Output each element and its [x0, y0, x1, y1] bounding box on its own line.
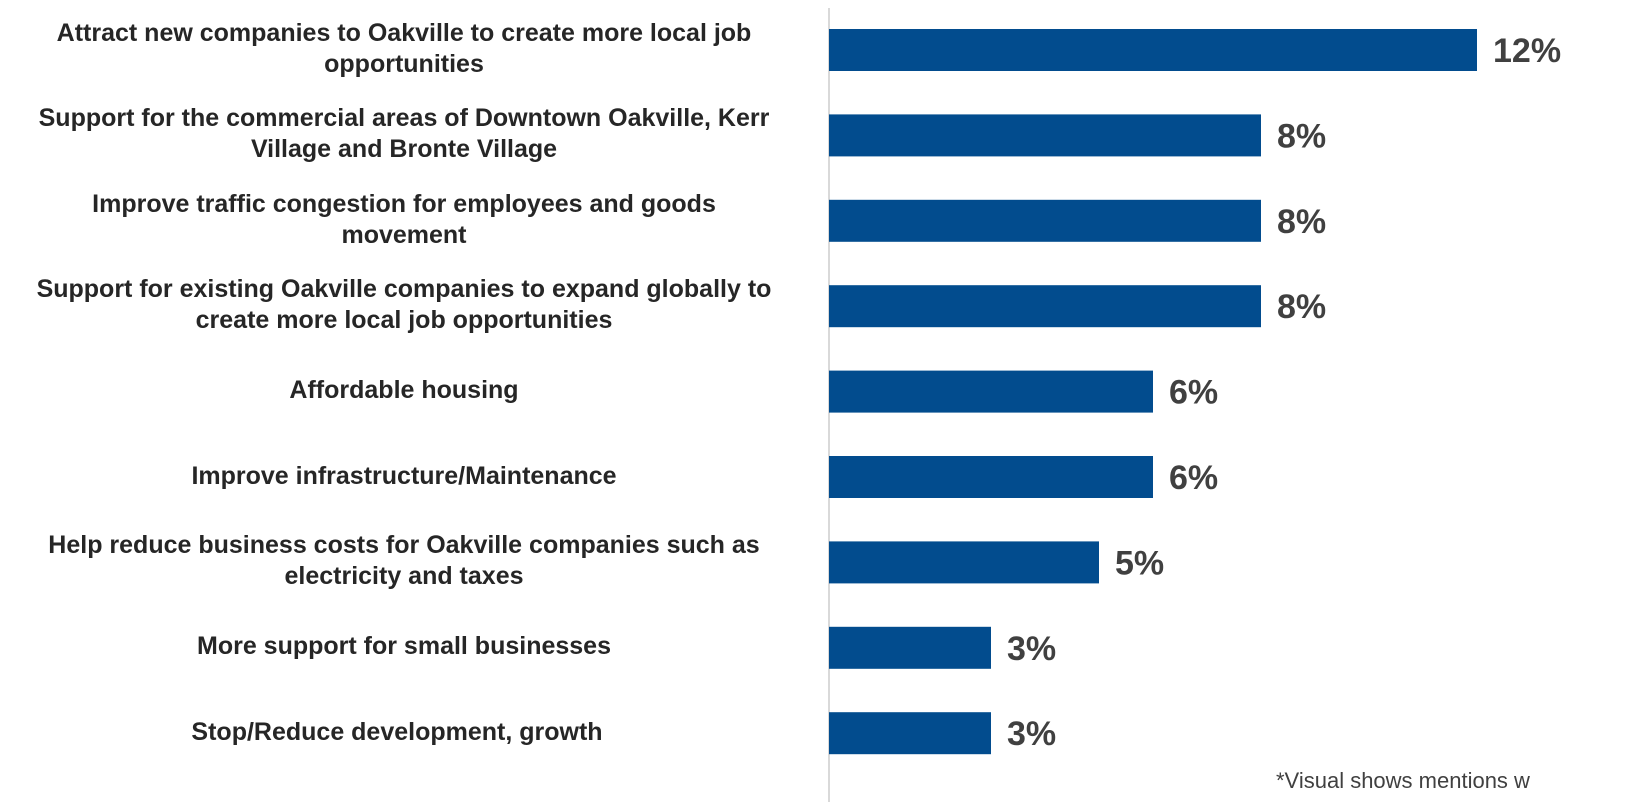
bar-1 — [829, 114, 1261, 157]
bar-0 — [829, 29, 1477, 71]
category-label-7: More support for small businesses — [197, 632, 611, 661]
category-label-0: Attract new companies to Oakville to cre… — [56, 19, 752, 78]
value-label-6: 5% — [1115, 544, 1164, 582]
category-label-5: Improve infrastructure/Maintenance — [191, 461, 617, 490]
value-label-4: 6% — [1169, 374, 1218, 412]
category-label-1: Support for the commercial areas of Down… — [38, 104, 770, 164]
bar-2 — [829, 199, 1261, 242]
category-label-2: Improve traffic congestion for employees… — [92, 189, 716, 249]
value-label-1: 8% — [1277, 117, 1326, 155]
bar-5 — [829, 456, 1153, 498]
category-label-4: Affordable housing — [289, 376, 519, 405]
value-label-5: 6% — [1169, 459, 1218, 497]
value-label-3: 8% — [1277, 288, 1326, 326]
value-labels-layer: 12% 8% 8% 8% 6% 6% 5% 3% 3% — [1007, 32, 1561, 753]
value-label-2: 8% — [1277, 203, 1326, 241]
category-label-6: Help reduce business costs for Oakville … — [48, 531, 760, 591]
bar-3 — [829, 285, 1261, 328]
category-label-8: Stop/Reduce development, growth — [191, 717, 603, 746]
category-label-3: Support for existing Oakville companies … — [36, 275, 772, 335]
footnote: *Visual shows mentions w — [1276, 768, 1530, 793]
value-label-0: 12% — [1493, 32, 1561, 70]
bars-layer — [829, 29, 1477, 755]
value-label-8: 3% — [1007, 715, 1056, 753]
value-label-7: 3% — [1007, 630, 1056, 668]
bar-7 — [829, 626, 991, 669]
bar-6 — [829, 541, 1099, 584]
bar-8 — [829, 712, 991, 755]
bar-4 — [829, 370, 1153, 413]
